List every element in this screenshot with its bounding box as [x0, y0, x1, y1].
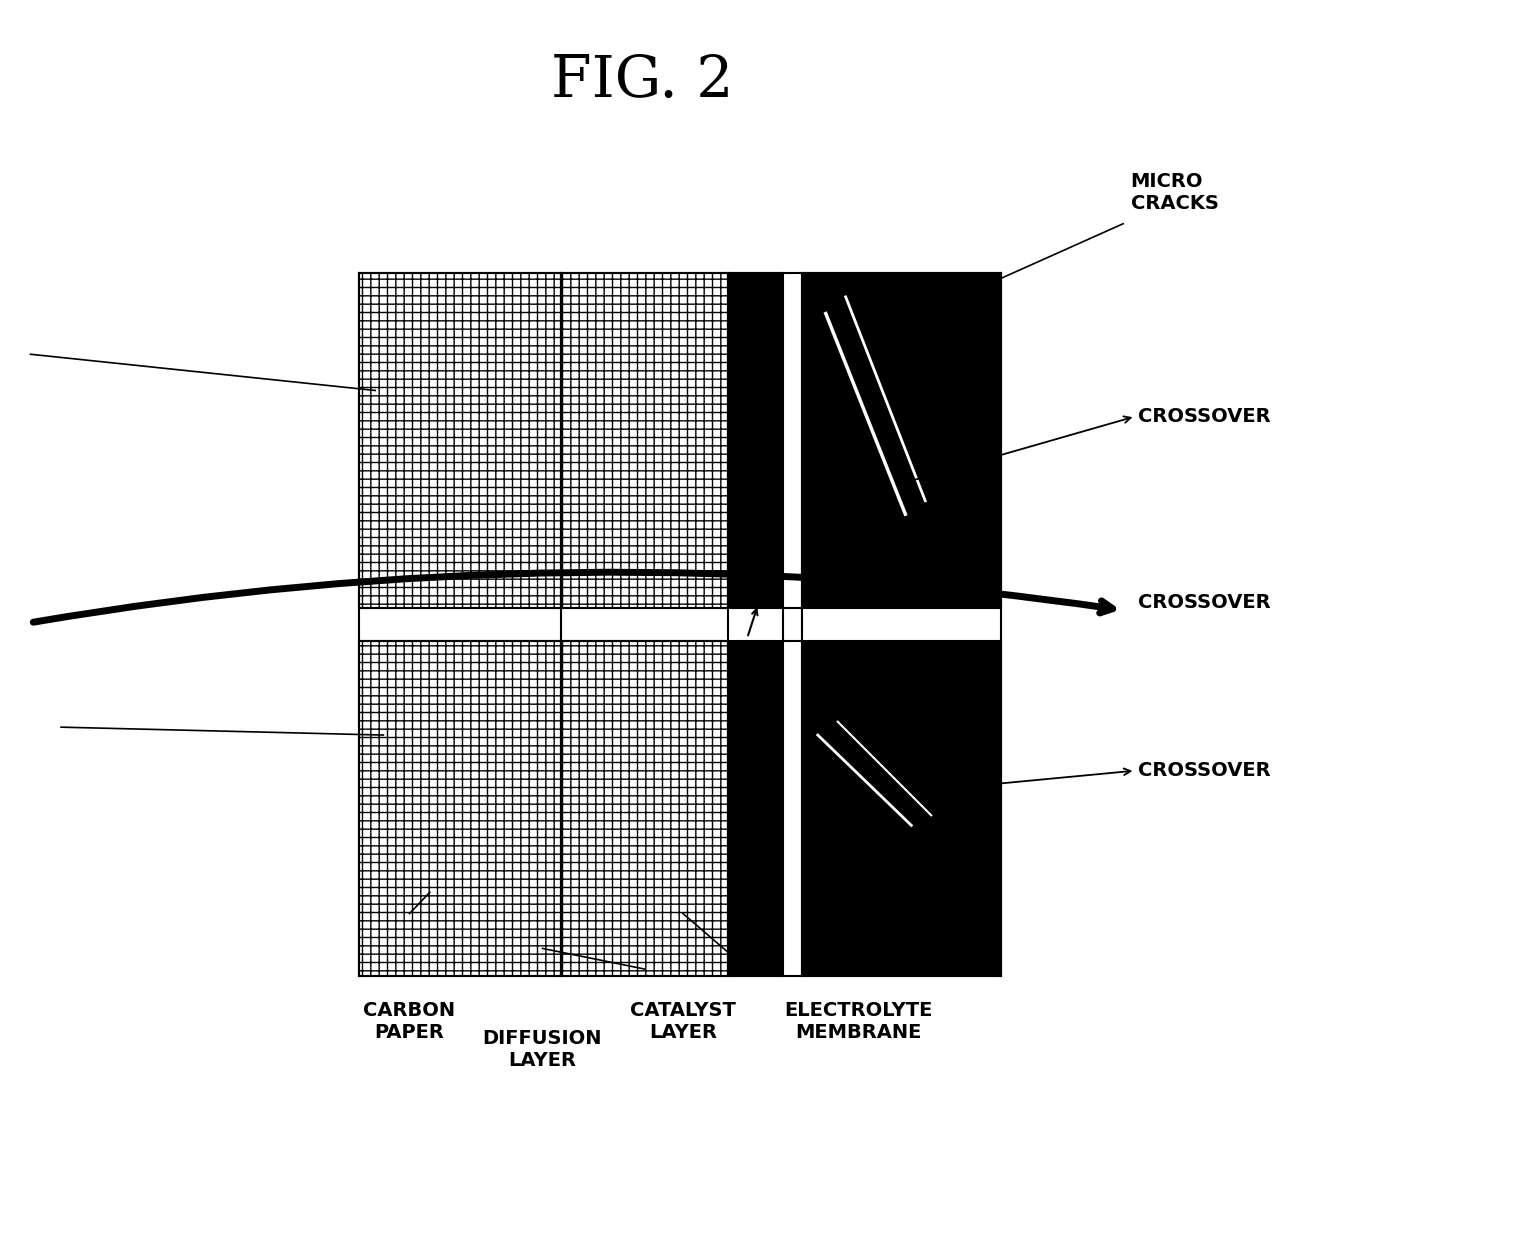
Bar: [802, 273, 1001, 608]
Bar: [782, 608, 802, 641]
Bar: [782, 273, 802, 608]
Text: ELECTROLYTE
MEMBRANE: ELECTROLYTE MEMBRANE: [784, 1001, 934, 1042]
Text: CROSSOVER: CROSSOVER: [1138, 406, 1271, 426]
Bar: [727, 608, 782, 641]
Bar: [727, 641, 782, 976]
Bar: [561, 273, 727, 608]
Text: CROSSOVER: CROSSOVER: [1138, 761, 1271, 781]
Bar: [782, 641, 802, 976]
Text: FIG. 2: FIG. 2: [550, 52, 733, 109]
Text: CATALYST
LAYER: CATALYST LAYER: [630, 1001, 736, 1042]
Text: CROSSOVER: CROSSOVER: [1138, 593, 1271, 613]
Bar: [561, 641, 727, 976]
Bar: [802, 641, 1001, 976]
Text: MICRO
CRACKS: MICRO CRACKS: [1131, 173, 1219, 213]
Bar: [802, 608, 1001, 641]
Bar: [359, 641, 561, 976]
Bar: [359, 273, 561, 608]
Text: CARBON
PAPER: CARBON PAPER: [364, 1001, 455, 1042]
Text: DIFFUSION
LAYER: DIFFUSION LAYER: [483, 1029, 602, 1070]
Bar: [727, 273, 782, 608]
